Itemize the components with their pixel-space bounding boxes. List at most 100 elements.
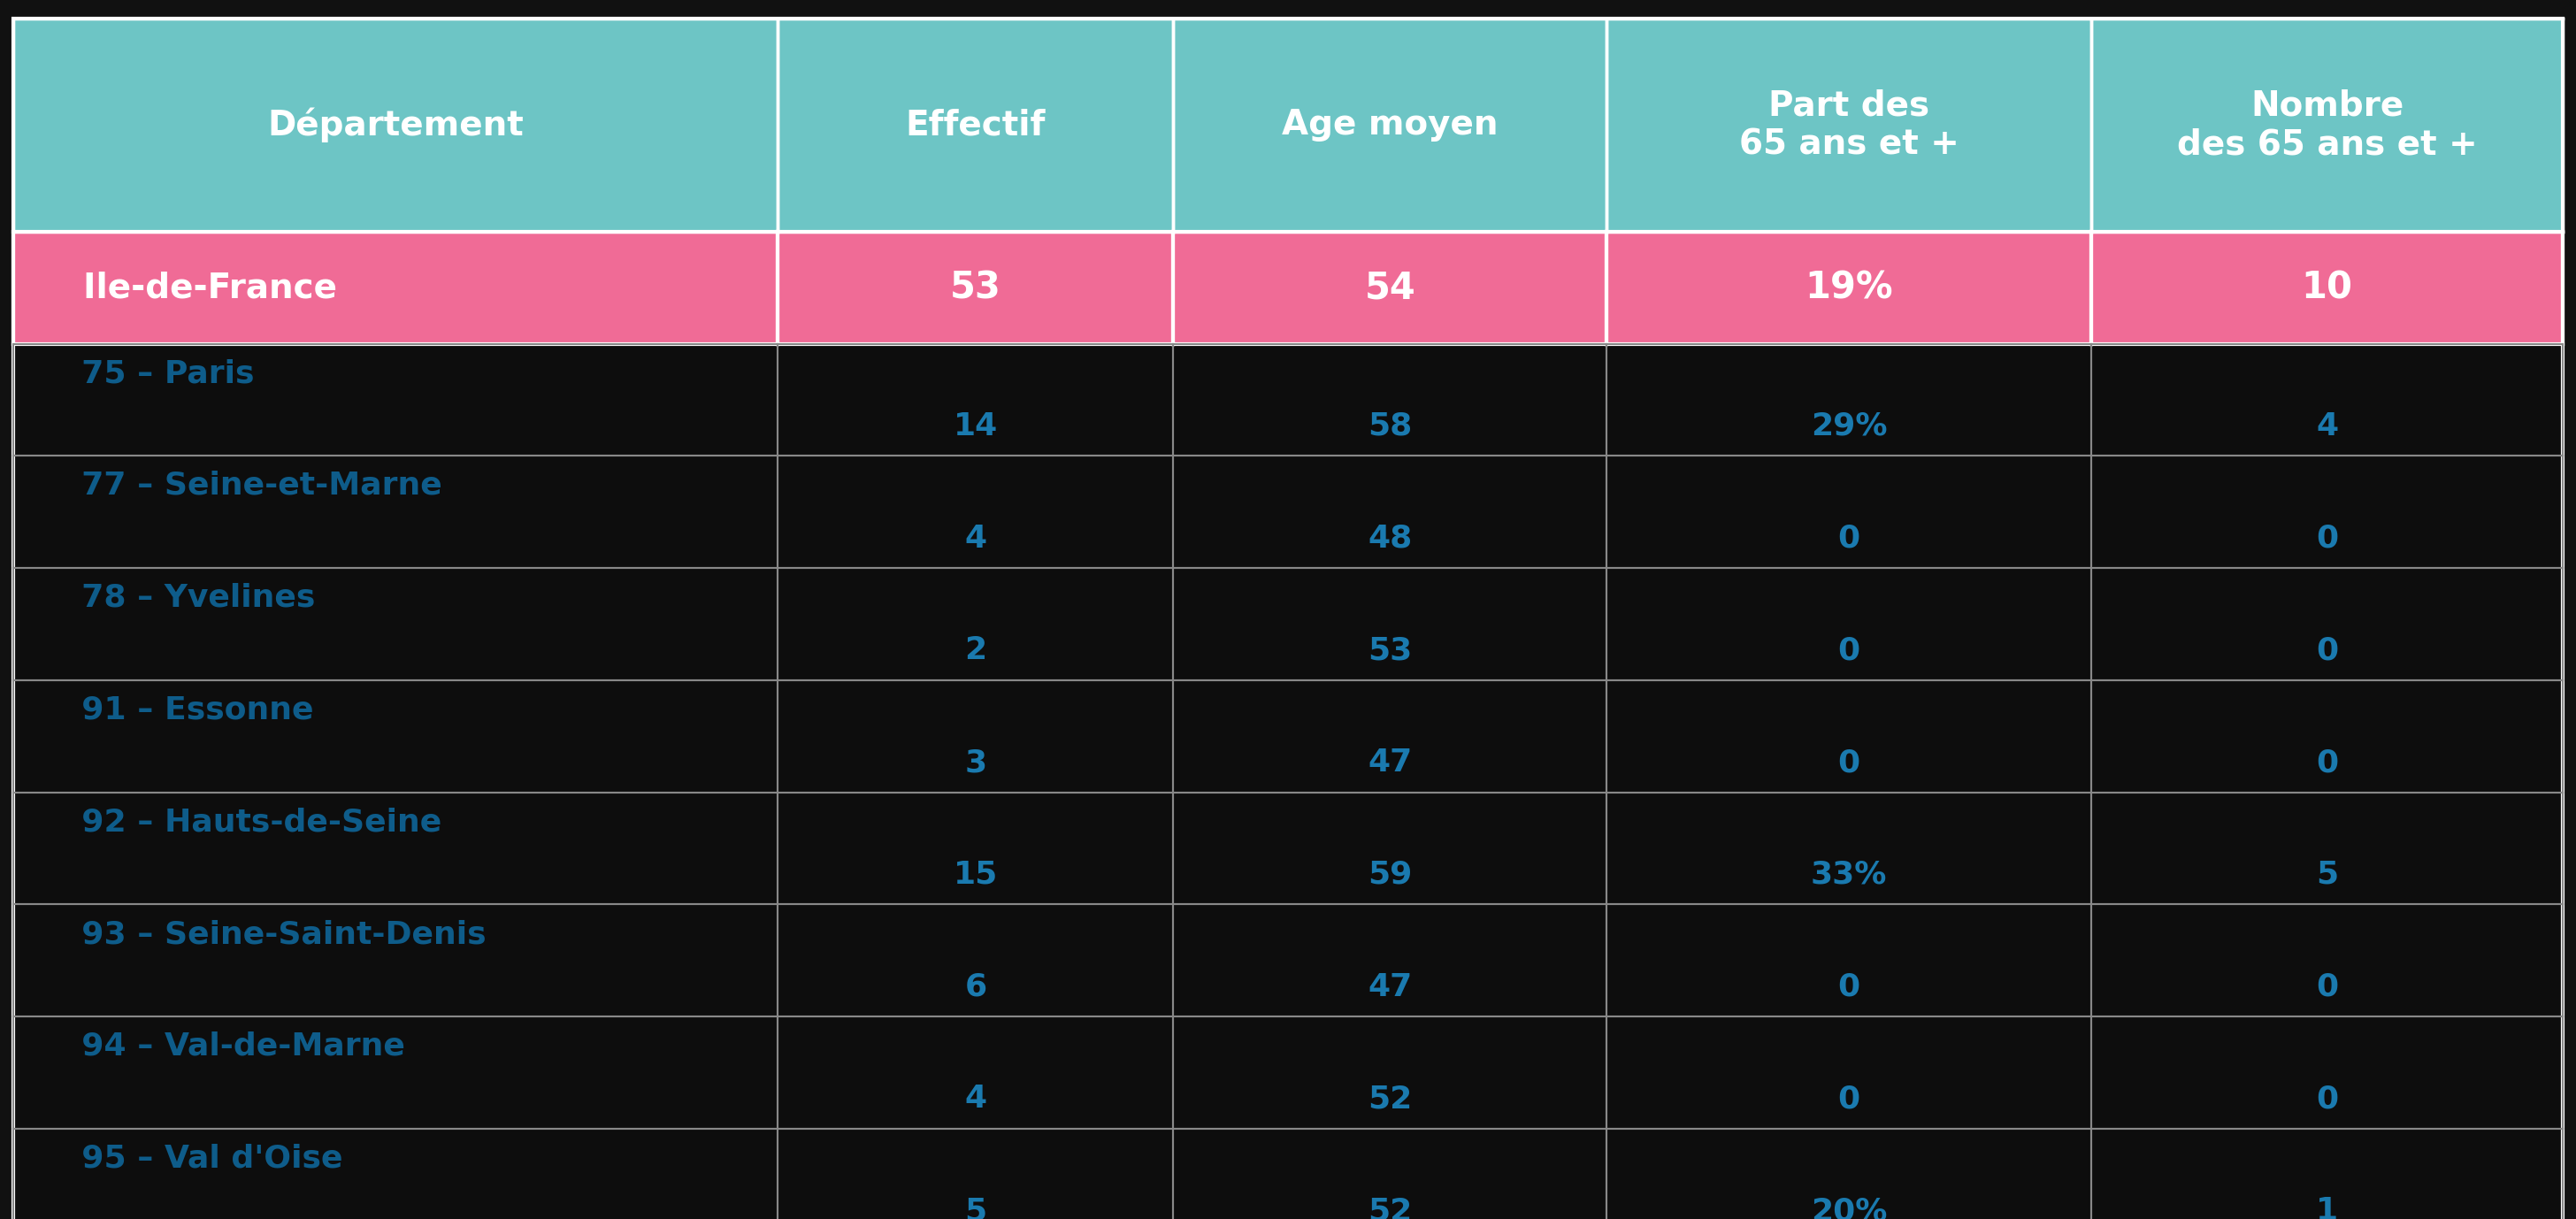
Text: 1: 1 — [2316, 1196, 2339, 1219]
Bar — [1172, 232, 1607, 344]
Bar — [13, 904, 778, 1017]
Text: 52: 52 — [1368, 1196, 1412, 1219]
Bar — [2092, 792, 2563, 904]
Text: 0: 0 — [1837, 972, 1860, 1002]
Text: 77 – Seine-et-Marne: 77 – Seine-et-Marne — [59, 471, 443, 501]
Text: 0: 0 — [1837, 1084, 1860, 1114]
Text: Effectif: Effectif — [907, 108, 1046, 141]
Bar — [13, 792, 778, 904]
Bar — [13, 456, 778, 568]
Bar — [13, 568, 778, 680]
Bar — [2092, 344, 2563, 456]
Bar — [13, 680, 778, 792]
Bar — [778, 1017, 1172, 1129]
Bar — [13, 1129, 778, 1219]
Text: 54: 54 — [1365, 269, 1417, 306]
Bar — [2092, 568, 2563, 680]
Text: 14: 14 — [953, 411, 997, 441]
Text: 3: 3 — [963, 747, 987, 778]
Text: 95 – Val d'Oise: 95 – Val d'Oise — [59, 1143, 343, 1174]
Text: 0: 0 — [2316, 1084, 2339, 1114]
Bar — [1172, 344, 1607, 456]
Text: 75 – Paris: 75 – Paris — [59, 358, 255, 389]
Text: 0: 0 — [1837, 635, 1860, 666]
Bar — [13, 1017, 778, 1129]
Bar — [1607, 456, 2092, 568]
Text: 2: 2 — [963, 635, 987, 666]
Text: Département: Département — [268, 107, 523, 143]
Text: 53: 53 — [1368, 635, 1412, 666]
Bar — [1607, 232, 2092, 344]
Text: 94 – Val-de-Marne: 94 – Val-de-Marne — [59, 1031, 404, 1062]
Bar — [1172, 904, 1607, 1017]
Bar — [2092, 680, 2563, 792]
Bar — [778, 232, 1172, 344]
Bar — [778, 1129, 1172, 1219]
Text: 15: 15 — [953, 859, 997, 890]
Bar — [1172, 792, 1607, 904]
Bar — [1607, 344, 2092, 456]
Text: 5: 5 — [963, 1196, 987, 1219]
Text: 0: 0 — [2316, 747, 2339, 778]
Bar — [778, 680, 1172, 792]
Text: 92 – Hauts-de-Seine: 92 – Hauts-de-Seine — [59, 807, 440, 837]
Bar — [1172, 1129, 1607, 1219]
Text: 20%: 20% — [1811, 1196, 1888, 1219]
Bar — [13, 344, 778, 456]
Bar — [1172, 456, 1607, 568]
Text: 10: 10 — [2300, 269, 2352, 306]
Text: 93 – Seine-Saint-Denis: 93 – Seine-Saint-Denis — [59, 919, 487, 950]
Bar — [778, 456, 1172, 568]
Bar — [1172, 568, 1607, 680]
Text: 29%: 29% — [1811, 411, 1888, 441]
Text: 78 – Yvelines: 78 – Yvelines — [59, 583, 314, 613]
Text: 4: 4 — [963, 523, 987, 553]
Text: 48: 48 — [1368, 523, 1412, 553]
Text: 33%: 33% — [1811, 859, 1888, 890]
Text: 0: 0 — [1837, 747, 1860, 778]
Bar — [2092, 1017, 2563, 1129]
Text: Part des
65 ans et +: Part des 65 ans et + — [1739, 89, 1960, 161]
Text: 4: 4 — [2316, 411, 2339, 441]
Bar — [778, 18, 1172, 232]
Bar — [2092, 18, 2563, 232]
Text: 53: 53 — [951, 269, 1002, 306]
Text: 47: 47 — [1368, 972, 1412, 1002]
Bar — [778, 344, 1172, 456]
Text: 5: 5 — [2316, 859, 2339, 890]
Text: 4: 4 — [963, 1084, 987, 1114]
Bar — [1172, 680, 1607, 792]
Bar — [2092, 1129, 2563, 1219]
Text: 52: 52 — [1368, 1084, 1412, 1114]
Text: Ile-de-France: Ile-de-France — [59, 271, 337, 305]
Bar — [2092, 456, 2563, 568]
Bar — [1607, 18, 2092, 232]
Text: 19%: 19% — [1806, 269, 1893, 306]
Text: 91 – Essonne: 91 – Essonne — [59, 695, 314, 725]
Text: 58: 58 — [1368, 411, 1412, 441]
Bar — [2092, 904, 2563, 1017]
Bar — [778, 568, 1172, 680]
Bar — [1172, 18, 1607, 232]
Bar — [1607, 792, 2092, 904]
Text: 59: 59 — [1368, 859, 1412, 890]
Bar — [1607, 904, 2092, 1017]
Bar — [1607, 1017, 2092, 1129]
Bar — [1607, 568, 2092, 680]
Text: 6: 6 — [963, 972, 987, 1002]
Text: 47: 47 — [1368, 747, 1412, 778]
Bar — [1172, 1017, 1607, 1129]
Bar — [778, 792, 1172, 904]
Bar — [778, 904, 1172, 1017]
Bar — [13, 232, 778, 344]
Bar — [2092, 232, 2563, 344]
Bar — [13, 18, 778, 232]
Text: 0: 0 — [1837, 523, 1860, 553]
Text: 0: 0 — [2316, 523, 2339, 553]
Bar — [1607, 1129, 2092, 1219]
Text: 0: 0 — [2316, 972, 2339, 1002]
Bar — [1607, 680, 2092, 792]
Text: Nombre
des 65 ans et +: Nombre des 65 ans et + — [2177, 89, 2478, 161]
Text: Age moyen: Age moyen — [1283, 108, 1499, 141]
Text: 0: 0 — [2316, 635, 2339, 666]
